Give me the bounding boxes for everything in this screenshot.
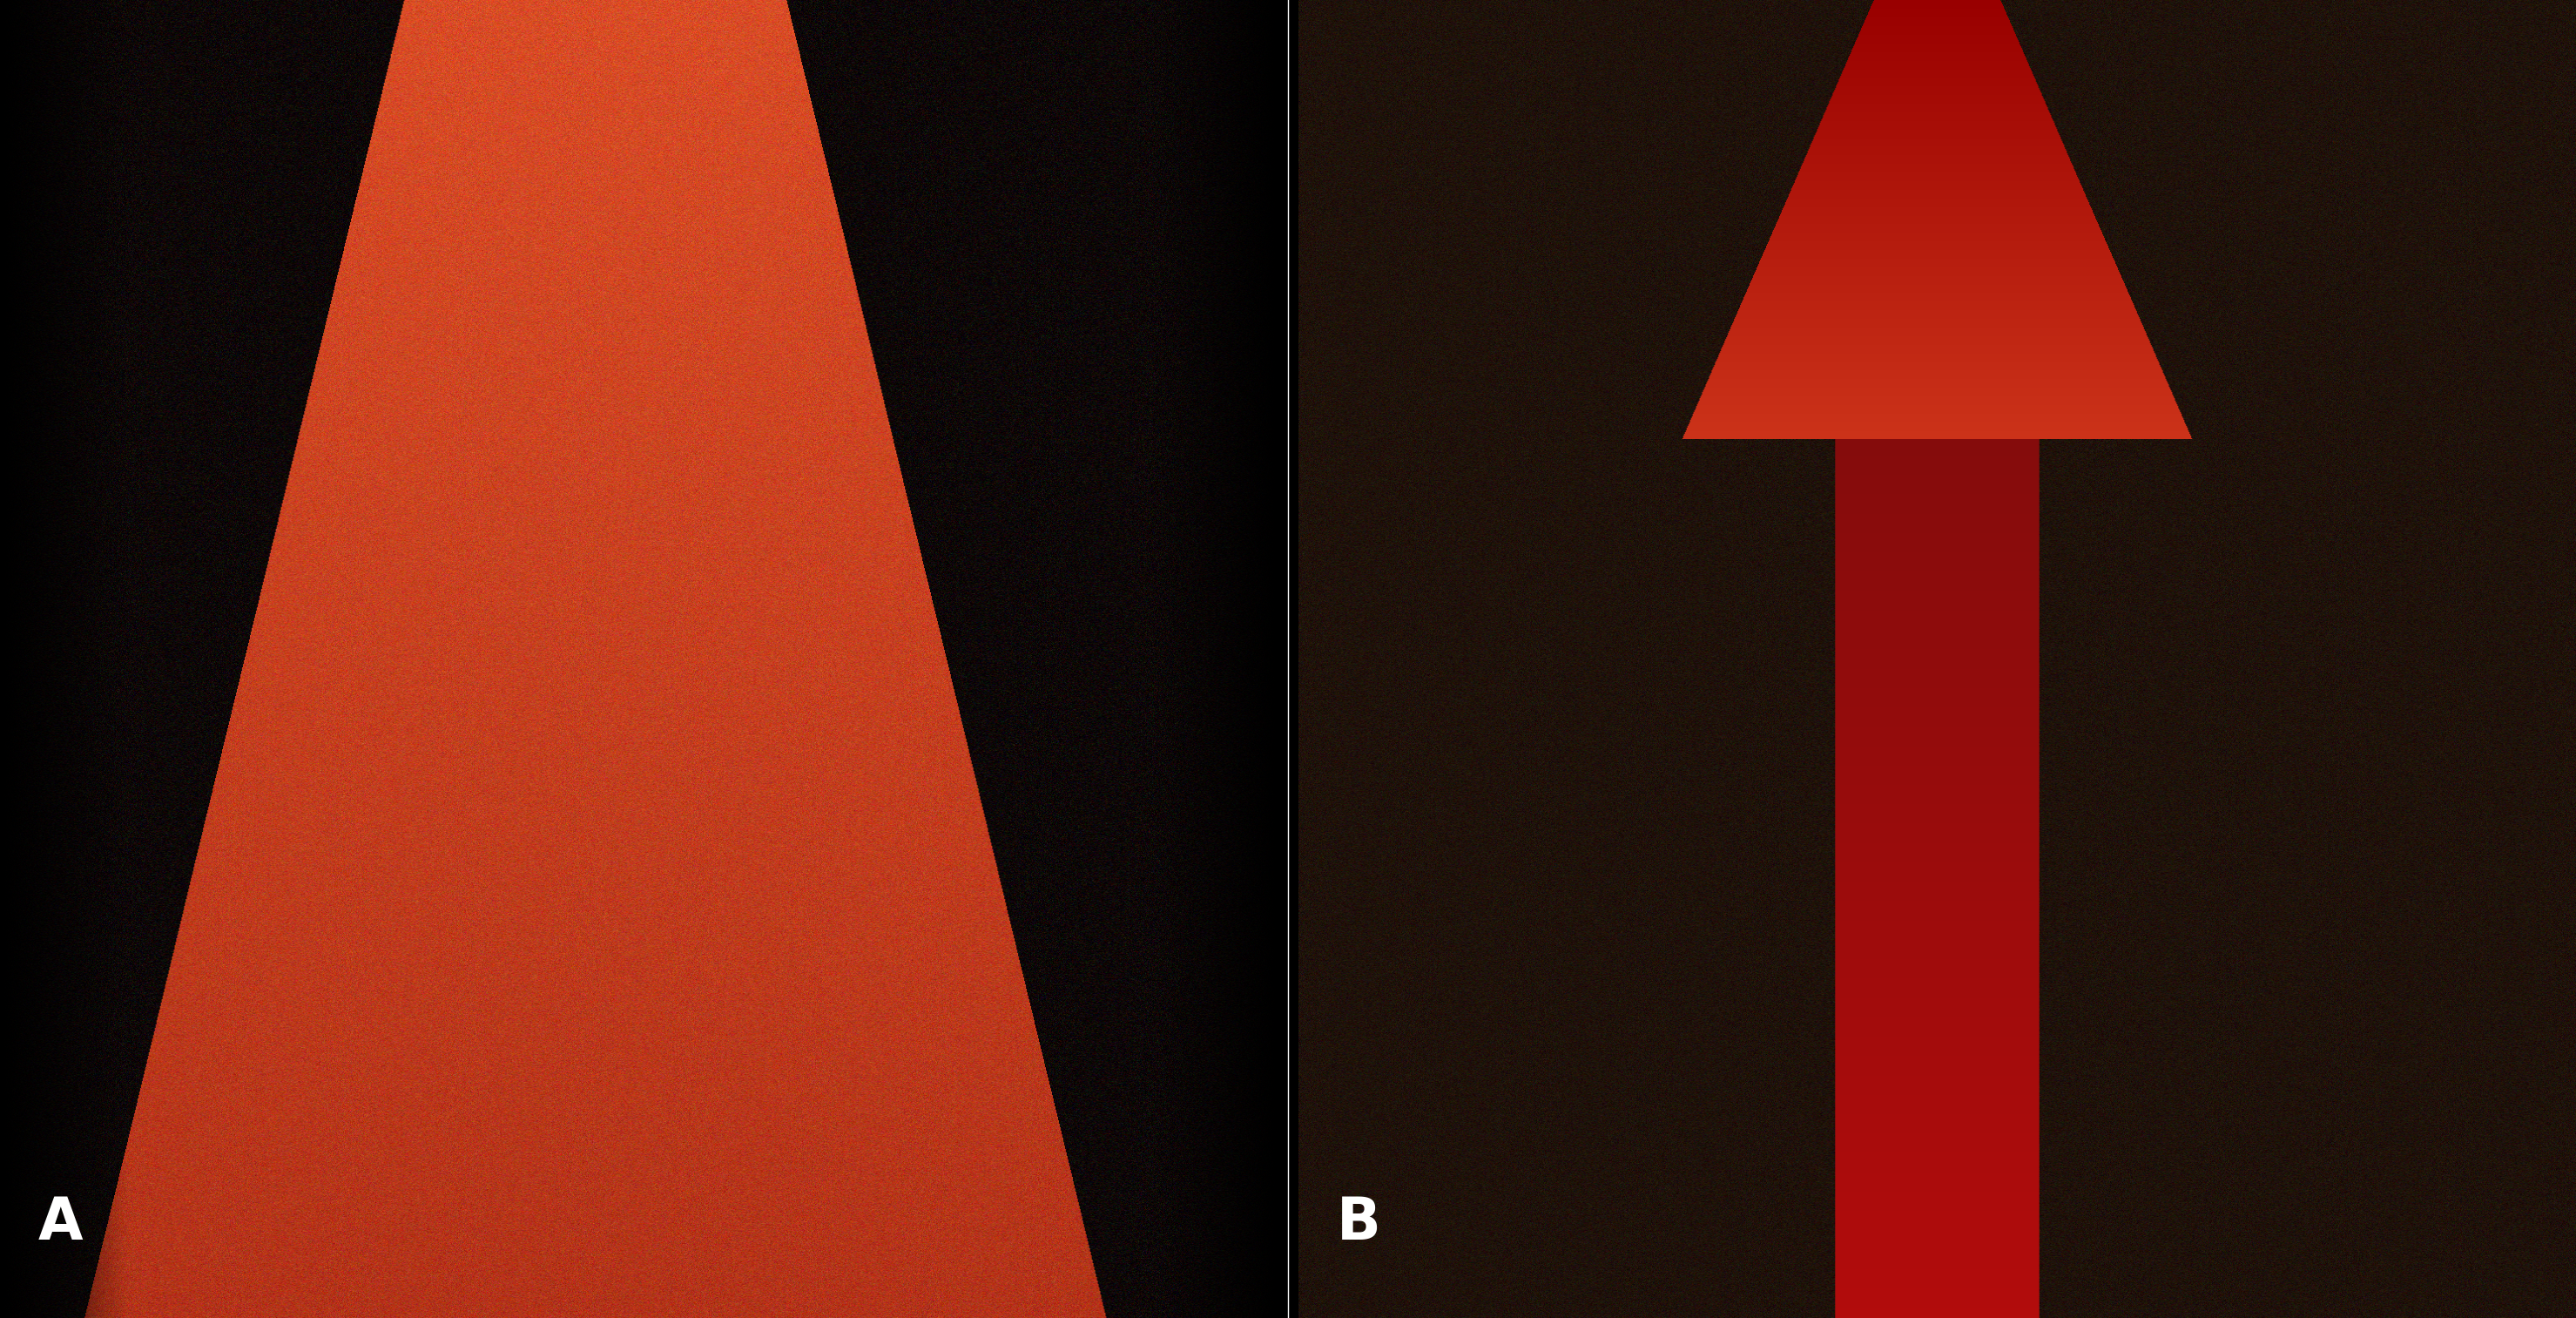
Text: A: A <box>39 1194 82 1252</box>
Text: B: B <box>1337 1194 1381 1252</box>
